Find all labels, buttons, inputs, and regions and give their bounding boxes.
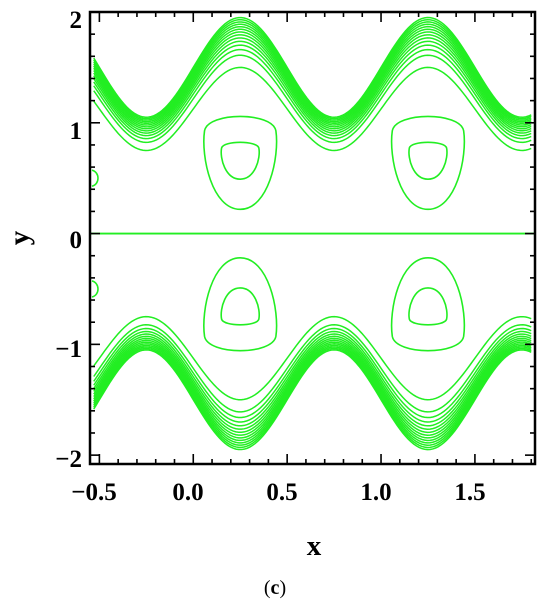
- contour-lines: [90, 16, 535, 451]
- panel-label-close: ): [279, 577, 286, 599]
- upper-band-contour: [93, 25, 532, 125]
- lower-band-contour: [93, 337, 532, 434]
- upper-band-contour: [93, 40, 532, 134]
- upper-band-contour: [93, 44, 532, 137]
- lower-band-contour: [93, 327, 532, 419]
- x-tick-label: −0.5: [71, 479, 117, 506]
- upper-band-contour: [93, 37, 532, 132]
- upper-band-contour: [93, 18, 532, 120]
- upper-band-contour: [93, 34, 532, 130]
- lower-band-contour: [93, 341, 532, 439]
- y-tick-label: 1: [70, 118, 83, 145]
- y-axis-title: y: [4, 230, 36, 245]
- lower-band-contour: [93, 315, 532, 401]
- lower-band-contour: [93, 346, 532, 446]
- x-axis-title: x: [307, 530, 322, 562]
- island-outer-contour: [203, 115, 278, 211]
- upper-band-contour: [93, 31, 532, 128]
- upper-band-contour: [93, 54, 532, 144]
- x-tick-label: 1.5: [454, 479, 485, 506]
- island-inner-contour: [220, 141, 261, 180]
- x-tick-label: 0.5: [266, 479, 297, 506]
- lower-band-contour: [93, 347, 532, 449]
- island-inner-contour: [408, 287, 448, 326]
- island-outer-contour: [390, 256, 466, 352]
- lower-band-contour: [93, 335, 532, 430]
- upper-band-contour: [93, 23, 532, 123]
- panel-label-letter: c: [271, 577, 280, 599]
- panel-label-open: (: [264, 577, 271, 599]
- upper-band-contour: [93, 28, 532, 126]
- lower-band-contour: [93, 330, 532, 423]
- lower-band-contour: [93, 349, 532, 451]
- y-tick-label: −1: [55, 336, 82, 363]
- lower-band-contour: [93, 344, 532, 444]
- lower-band-contour: [93, 324, 532, 413]
- lower-band-contour: [93, 339, 532, 436]
- x-tick-label: 0.0: [172, 479, 203, 506]
- upper-band-contour: [93, 48, 532, 140]
- island-inner-contour: [408, 141, 448, 180]
- x-tick-label: 1.0: [360, 479, 391, 506]
- y-tick-label: 2: [70, 7, 83, 34]
- y-tick-label: 0: [70, 227, 83, 254]
- plot-frame: [88, 10, 537, 466]
- x-tick-labels: −0.5 0.0 0.5 1.0 1.5: [71, 479, 485, 506]
- y-tick-label: −2: [55, 446, 82, 473]
- edge-arc-contour: [91, 169, 99, 187]
- edge-arc-contour: [91, 280, 99, 298]
- upper-band-contour: [93, 16, 532, 118]
- island-outer-contour: [390, 115, 466, 211]
- lower-band-contour: [93, 343, 532, 442]
- y-tick-labels: 2 1 0 −1 −2: [55, 7, 82, 473]
- island-outer-contour: [203, 256, 278, 352]
- lower-band-contour: [93, 333, 532, 427]
- axis-ticks: [90, 11, 535, 464]
- upper-band-contour: [93, 66, 532, 152]
- upper-band-contour: [93, 21, 532, 121]
- panel-label: (c): [264, 577, 286, 599]
- island-inner-contour: [220, 287, 261, 326]
